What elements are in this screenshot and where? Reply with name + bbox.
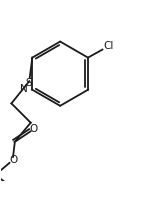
Text: S: S — [26, 78, 32, 87]
Text: O: O — [30, 124, 38, 134]
Text: Cl: Cl — [104, 41, 114, 51]
Text: N: N — [20, 84, 27, 94]
Text: O: O — [9, 156, 17, 165]
